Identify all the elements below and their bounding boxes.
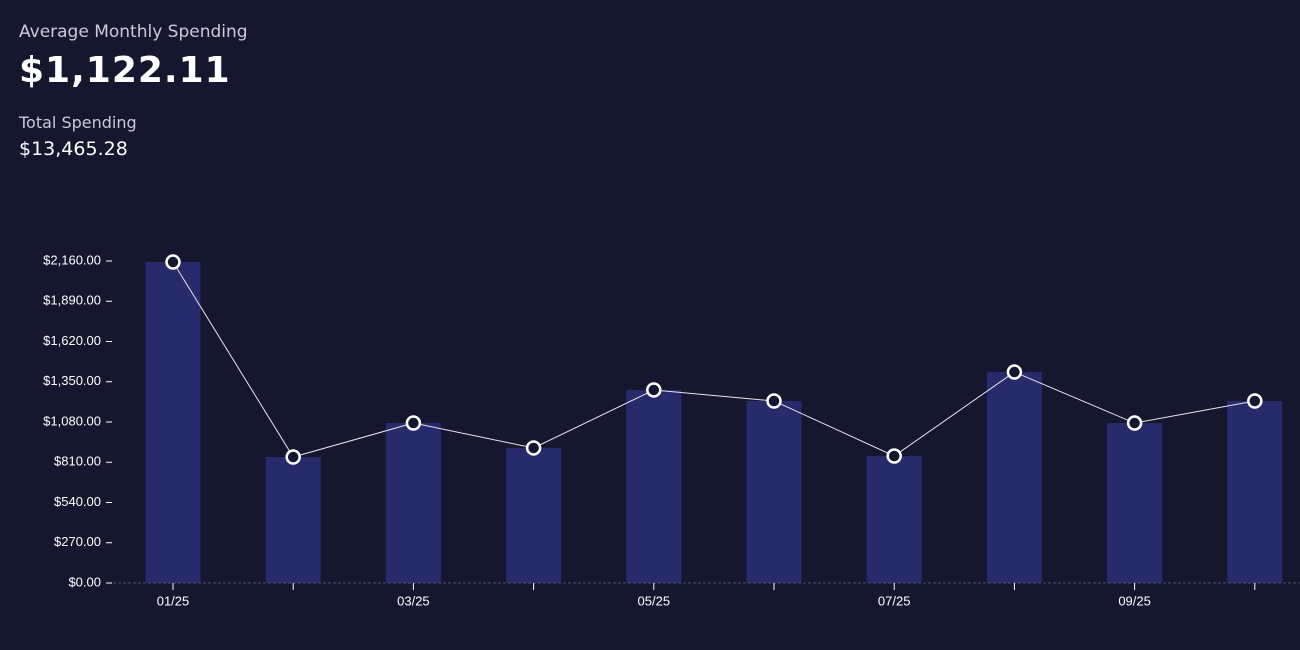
y-tick-label: $1,350.00 [43, 373, 101, 388]
average-label: Average Monthly Spending [19, 22, 248, 42]
bar [1227, 400, 1283, 583]
bar [866, 455, 922, 583]
point [1006, 364, 1023, 380]
bar [265, 457, 321, 583]
y-tick-label: $2,160.00 [43, 252, 101, 267]
x-tick-label: 09/25 [1118, 593, 1151, 608]
point [1126, 415, 1143, 431]
point [1247, 393, 1263, 409]
total-label: Total Spending [19, 113, 137, 132]
y-tick-label: $270.00 [54, 534, 101, 549]
point [285, 449, 301, 465]
y-tick-label: $810.00 [54, 454, 101, 469]
y-tick-label: $1,890.00 [43, 293, 101, 308]
y-tick-label: $540.00 [54, 494, 101, 509]
y-tick-label: $1,080.00 [43, 413, 101, 428]
point [405, 415, 422, 431]
point [886, 448, 902, 464]
bar [986, 372, 1042, 583]
x-tick-label: 05/25 [638, 593, 671, 608]
average-value: $1,122.11 [19, 50, 231, 91]
point [165, 254, 181, 270]
bar [385, 423, 441, 583]
x-tick-label: 01/25 [157, 593, 190, 608]
y-tick-label: $0.00 [68, 574, 101, 589]
bar [626, 389, 682, 583]
bar [746, 400, 802, 583]
point [646, 382, 662, 398]
bar [506, 447, 562, 583]
y-tick-label: $1,620.00 [43, 333, 101, 348]
trend-line [172, 261, 1255, 458]
x-tick-label: 07/25 [878, 593, 911, 608]
summary: Average Monthly Spending $1,122.11 Total… [19, 22, 248, 160]
total-value: $13,465.28 [19, 138, 128, 160]
x-tick-label: 03/25 [397, 593, 430, 608]
bar [145, 262, 201, 583]
point [525, 440, 542, 456]
bar [1107, 423, 1163, 583]
point [766, 393, 782, 409]
